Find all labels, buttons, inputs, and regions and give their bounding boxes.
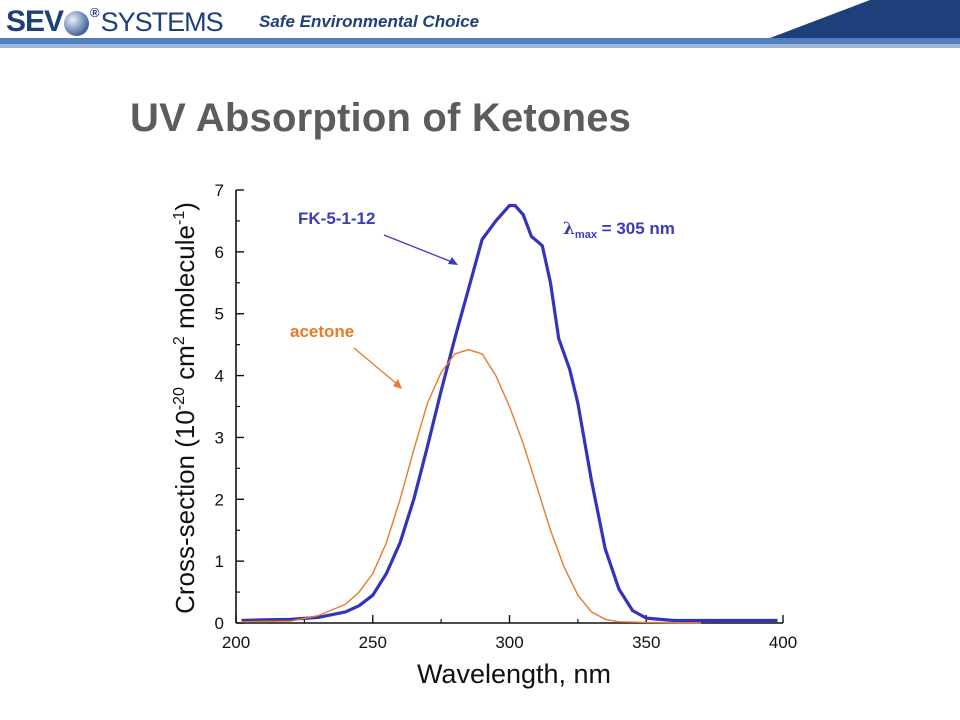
x-tick-label: 300 bbox=[495, 633, 523, 652]
page-title: UV Absorption of Ketones bbox=[130, 96, 632, 140]
lambda-subscript: max bbox=[575, 229, 598, 241]
acetone-arrow-line bbox=[353, 347, 398, 385]
x-tick-label: 350 bbox=[632, 633, 660, 652]
acetone-label: acetone bbox=[290, 322, 354, 341]
y-tick-label: 6 bbox=[215, 243, 224, 262]
header-band bbox=[0, 0, 960, 48]
y-label-sup-2: 2 bbox=[171, 336, 188, 345]
x-tick-label: 400 bbox=[769, 633, 797, 652]
x-axis-label: Wavelength, nm bbox=[417, 659, 611, 689]
logo-systems-text: SYSTEMS bbox=[100, 6, 224, 37]
y-tick-label: 3 bbox=[215, 428, 224, 447]
x-tick-label: 250 bbox=[359, 633, 387, 652]
x-tick-label: 200 bbox=[222, 633, 250, 652]
registered-mark: ® bbox=[90, 4, 100, 20]
series-line-fk-5-1-12 bbox=[241, 203, 778, 623]
fk-arrow-line bbox=[383, 234, 453, 263]
lambda-max-annotation: λmax = 305 nm bbox=[563, 219, 675, 241]
y-tick-label: 0 bbox=[215, 614, 224, 633]
slide-header: SEV ® SYSTEMS Safe Environmental Choice bbox=[0, 0, 960, 58]
y-label-sup-3: -1 bbox=[171, 211, 188, 225]
y-tick-label: 7 bbox=[215, 181, 224, 200]
y-label-part-c: molecule bbox=[170, 225, 200, 336]
tagline: Safe Environmental Choice bbox=[259, 12, 480, 31]
y-label-sup-1: -20 bbox=[171, 387, 188, 410]
logo-sev-text: SEV bbox=[6, 5, 64, 38]
fk-5-1-12-label: FK-5-1-12 bbox=[298, 209, 375, 228]
y-tick-label: 2 bbox=[215, 490, 224, 509]
x-ticks: 200 250 300 350 400 bbox=[222, 615, 797, 652]
sev-systems-logo: SEV ® SYSTEMS bbox=[6, 2, 224, 42]
lambda-symbol: λ bbox=[563, 219, 575, 239]
y-tick-label: 1 bbox=[215, 552, 224, 571]
series-layer bbox=[241, 203, 778, 624]
lambda-value: = 305 nm bbox=[597, 219, 675, 238]
y-tick-label: 4 bbox=[215, 367, 224, 386]
y-label-part-d: ) bbox=[170, 202, 200, 211]
y-label-part-b: cm bbox=[170, 345, 200, 387]
acetone-arrow-head bbox=[393, 379, 402, 389]
fk-arrow-head bbox=[448, 257, 458, 265]
y-tick-label: 5 bbox=[215, 305, 224, 324]
y-axis-label: Cross-section (10-20 cm2 molecule-1) bbox=[170, 202, 200, 614]
y-ticks: 0 1 2 3 4 5 6 7 bbox=[215, 181, 244, 633]
globe-icon bbox=[64, 10, 90, 36]
y-label-part-a: Cross-section (10 bbox=[170, 410, 200, 614]
series-line-acetone bbox=[241, 348, 702, 624]
